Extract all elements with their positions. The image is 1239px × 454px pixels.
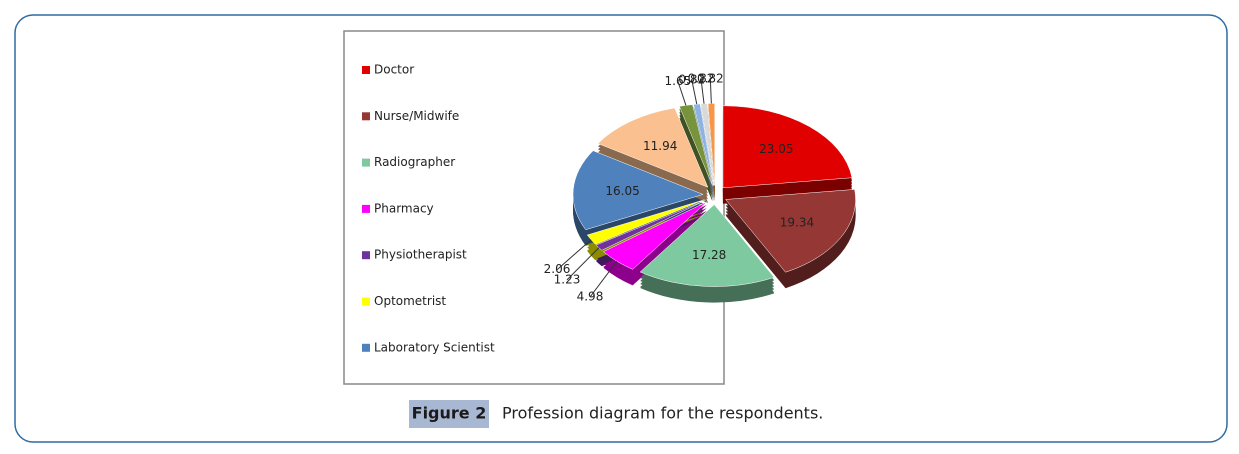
value-label: 4.98 <box>577 290 604 304</box>
value-label: 23.05 <box>759 142 793 156</box>
slice <box>639 204 775 287</box>
value-label: 17.28 <box>692 248 726 262</box>
value-label: 1.65 <box>665 74 692 88</box>
legend-swatch <box>362 112 370 121</box>
leader-line <box>709 78 712 104</box>
caption-label: Figure 2 <box>412 404 487 423</box>
value-label: 0.82 <box>697 71 724 85</box>
legend-swatch <box>362 251 370 260</box>
leader-line <box>677 81 687 106</box>
slice <box>597 107 709 188</box>
caption-label-box <box>409 400 489 428</box>
value-label: 1.23 <box>554 272 581 286</box>
legend-label: Physiotherapist <box>374 248 467 262</box>
value-label: 16.05 <box>605 184 639 198</box>
value-label: 0.82 <box>688 72 715 86</box>
legend-swatch <box>362 204 370 213</box>
legend-label: Pharmacy <box>374 201 434 215</box>
slice <box>725 189 856 273</box>
legend-label: Optometrist <box>374 294 446 308</box>
legend-label: Nurse/Midwife <box>374 109 459 123</box>
legend-label: Laboratory Scientist <box>374 340 495 354</box>
slice <box>602 201 707 270</box>
leader-line <box>691 79 698 105</box>
slice-side <box>679 110 713 192</box>
slice <box>595 200 706 251</box>
leader-line <box>589 260 618 298</box>
legend-swatch <box>362 297 370 306</box>
slice <box>722 105 853 189</box>
legend-swatch <box>362 66 370 74</box>
slice-side <box>679 107 713 189</box>
caption-text: Profession diagram for the respondents. <box>502 404 823 423</box>
value-label: 11.94 <box>643 139 677 153</box>
slice-side <box>679 113 713 195</box>
slice-side <box>679 116 713 198</box>
leader-line <box>566 247 600 281</box>
value-label: 0.82 <box>678 72 705 86</box>
value-label: 19.34 <box>780 216 814 230</box>
legend-label: Doctor <box>374 63 414 77</box>
slice <box>572 150 704 231</box>
pie-chart: Doctor Nurse/Midwife Radiographer Pharmacy P… <box>362 63 856 354</box>
value-label: 2.06 <box>544 262 571 276</box>
leader-line <box>700 79 705 104</box>
legend-label: Radiographer <box>374 155 455 169</box>
legend-swatch <box>362 343 370 352</box>
leader-line <box>556 239 592 271</box>
legend-swatch <box>362 158 370 167</box>
